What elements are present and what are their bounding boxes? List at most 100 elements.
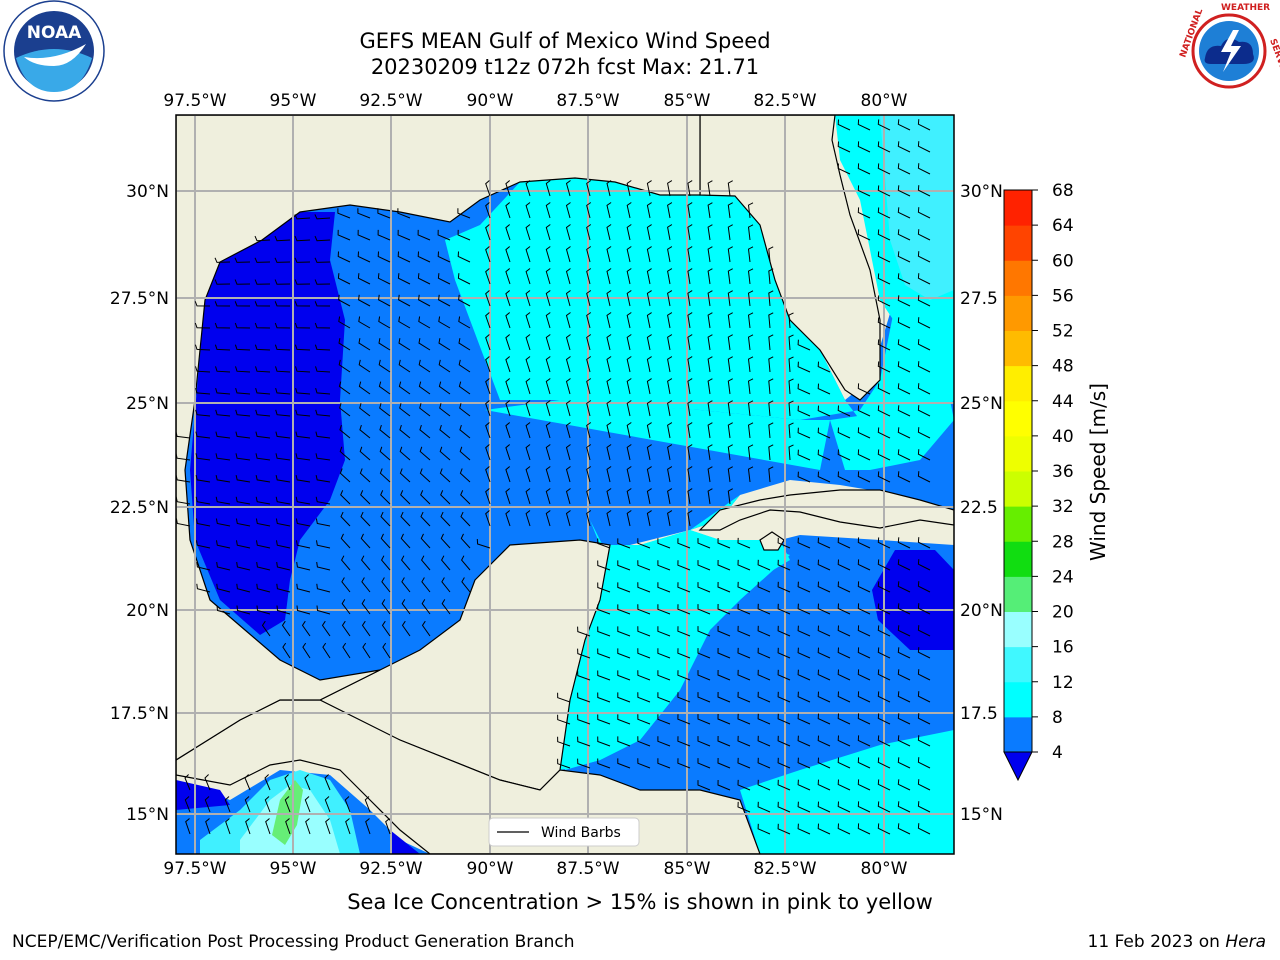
wind-barb bbox=[505, 202, 511, 219]
wind-barb bbox=[877, 185, 891, 197]
wind-barb bbox=[525, 400, 531, 417]
colorbar-tick-label: 40 bbox=[1052, 427, 1074, 447]
wind-barb bbox=[357, 208, 371, 219]
pacific-water-deep bbox=[176, 780, 420, 854]
wind-barb bbox=[646, 400, 652, 417]
wind-barb bbox=[586, 422, 592, 439]
wind-barb bbox=[788, 444, 794, 461]
wind-barb bbox=[687, 246, 693, 263]
wind-barb bbox=[525, 312, 531, 329]
wind-barb bbox=[687, 180, 693, 197]
wind-barb bbox=[338, 381, 351, 395]
wind-barb bbox=[315, 409, 331, 417]
wind-barb bbox=[184, 774, 191, 791]
wind-barb bbox=[797, 537, 811, 549]
wind-barb bbox=[727, 312, 733, 329]
wind-barb bbox=[439, 403, 451, 417]
svg-text:WEATHER: WEATHER bbox=[1221, 3, 1270, 13]
wind-barb bbox=[545, 422, 551, 439]
wind-barb bbox=[377, 273, 391, 285]
wind-barb bbox=[597, 626, 611, 637]
wind-barb bbox=[657, 604, 671, 615]
wind-barb bbox=[917, 229, 931, 241]
wind-barb bbox=[421, 620, 431, 637]
wind-barb bbox=[361, 620, 371, 637]
wind-barb bbox=[797, 361, 811, 373]
wind-barb bbox=[777, 801, 791, 813]
wind-barb bbox=[797, 757, 811, 769]
wind-barb bbox=[677, 736, 691, 747]
wind-barb bbox=[295, 474, 311, 483]
wind-barb bbox=[747, 444, 754, 461]
wind-barb bbox=[757, 801, 771, 813]
wind-barb bbox=[687, 334, 693, 351]
wind-barb bbox=[717, 625, 731, 637]
wind-barb bbox=[195, 431, 211, 439]
wind-barb bbox=[747, 246, 754, 263]
date-text: 11 Feb 2023 on bbox=[1087, 932, 1220, 952]
wind-barb bbox=[727, 334, 733, 351]
wind-barb bbox=[439, 468, 451, 483]
wind-barb bbox=[296, 561, 311, 571]
wind-barb bbox=[626, 488, 632, 505]
wind-barb bbox=[877, 537, 891, 549]
lon-label-bottom: 87.5°W bbox=[556, 859, 619, 879]
wind-barb bbox=[195, 453, 211, 461]
wind-barb bbox=[797, 801, 811, 813]
lat-label-left: 17.5°N bbox=[110, 704, 169, 724]
wind-barb bbox=[340, 490, 351, 505]
wind-barb bbox=[837, 735, 851, 747]
wind-barb bbox=[877, 361, 891, 373]
colorbar-title: Wind Speed [m/s] bbox=[1086, 383, 1110, 561]
wind-barb bbox=[646, 268, 652, 285]
wind-barb bbox=[626, 510, 632, 527]
wind-barb bbox=[897, 273, 911, 285]
wind-barb bbox=[254, 344, 271, 351]
wind-barb bbox=[417, 251, 431, 263]
wind-barb bbox=[797, 713, 811, 725]
wind-barb bbox=[194, 344, 211, 351]
wind-barb bbox=[360, 533, 371, 549]
wind-barb bbox=[837, 449, 851, 461]
wind-barb bbox=[606, 510, 612, 527]
wind-barb bbox=[586, 312, 592, 329]
wind-barb bbox=[777, 691, 791, 703]
wind-barb bbox=[284, 796, 291, 813]
wind-barb bbox=[565, 400, 571, 417]
wind-barb bbox=[505, 334, 511, 351]
wind-barb bbox=[788, 378, 794, 395]
wind-barb bbox=[337, 229, 351, 241]
wind-barb bbox=[697, 780, 711, 791]
wind-barb bbox=[917, 163, 931, 175]
wind-barb bbox=[717, 779, 731, 791]
wind-barb bbox=[697, 604, 711, 615]
wind-barb bbox=[637, 692, 651, 703]
wind-barb bbox=[397, 229, 411, 241]
wind-barb bbox=[897, 581, 911, 593]
wind-barb bbox=[697, 714, 711, 725]
colorbar-segment bbox=[1004, 681, 1032, 718]
wind-barb bbox=[897, 757, 911, 769]
wind-barb bbox=[747, 290, 754, 307]
wind-barb bbox=[545, 290, 551, 307]
wind-barb bbox=[397, 251, 411, 263]
wind-barb bbox=[274, 279, 291, 285]
wind-barb bbox=[460, 511, 471, 527]
wind-barb bbox=[565, 356, 571, 373]
wind-barb bbox=[917, 251, 931, 263]
lon-label-top: 87.5°W bbox=[556, 91, 619, 111]
wind-barb bbox=[657, 648, 671, 659]
wind-barb bbox=[817, 735, 831, 747]
wind-barb bbox=[697, 582, 711, 593]
wind-barb bbox=[295, 453, 311, 461]
wind-barb bbox=[687, 444, 693, 461]
wind-barb bbox=[637, 758, 651, 769]
wind-barb bbox=[646, 356, 652, 373]
wind-barb bbox=[437, 251, 451, 263]
wind-barb bbox=[505, 466, 511, 483]
wind-barb bbox=[314, 279, 331, 285]
wind-barb bbox=[234, 257, 251, 263]
wind-barb bbox=[677, 560, 691, 571]
wind-barb bbox=[215, 387, 231, 395]
wind-barb bbox=[485, 488, 491, 505]
